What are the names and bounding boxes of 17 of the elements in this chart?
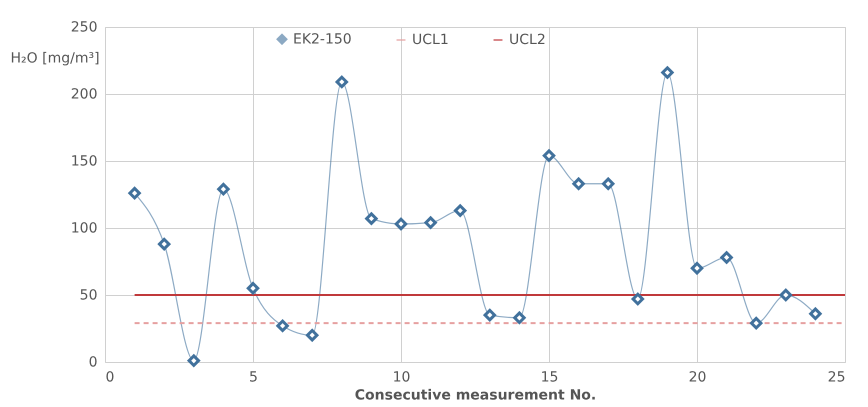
x-tick-label: 10 bbox=[392, 370, 410, 386]
x-tick-label: 0 bbox=[106, 370, 114, 386]
legend-label: UCL1 bbox=[412, 32, 449, 48]
x-tick-label: 15 bbox=[540, 370, 558, 386]
x-tick-label: 5 bbox=[249, 370, 258, 386]
y-tick-label: 250 bbox=[70, 20, 98, 36]
y-tick-label: 200 bbox=[70, 86, 98, 102]
legend-label: EK2-150 bbox=[293, 31, 352, 48]
y-tick-label: 100 bbox=[70, 220, 98, 236]
y-tick-label: 150 bbox=[70, 154, 98, 170]
y-tick-label: 50 bbox=[80, 288, 98, 304]
y-axis-title: H₂O [mg/m³] bbox=[10, 50, 100, 66]
x-axis-title: Consecutive measurement No. bbox=[354, 388, 596, 404]
legend-label: UCL2 bbox=[509, 32, 546, 48]
x-tick-label: 20 bbox=[688, 370, 706, 386]
x-tick-label: 25 bbox=[828, 370, 846, 386]
y-tick-label: 0 bbox=[88, 354, 98, 370]
